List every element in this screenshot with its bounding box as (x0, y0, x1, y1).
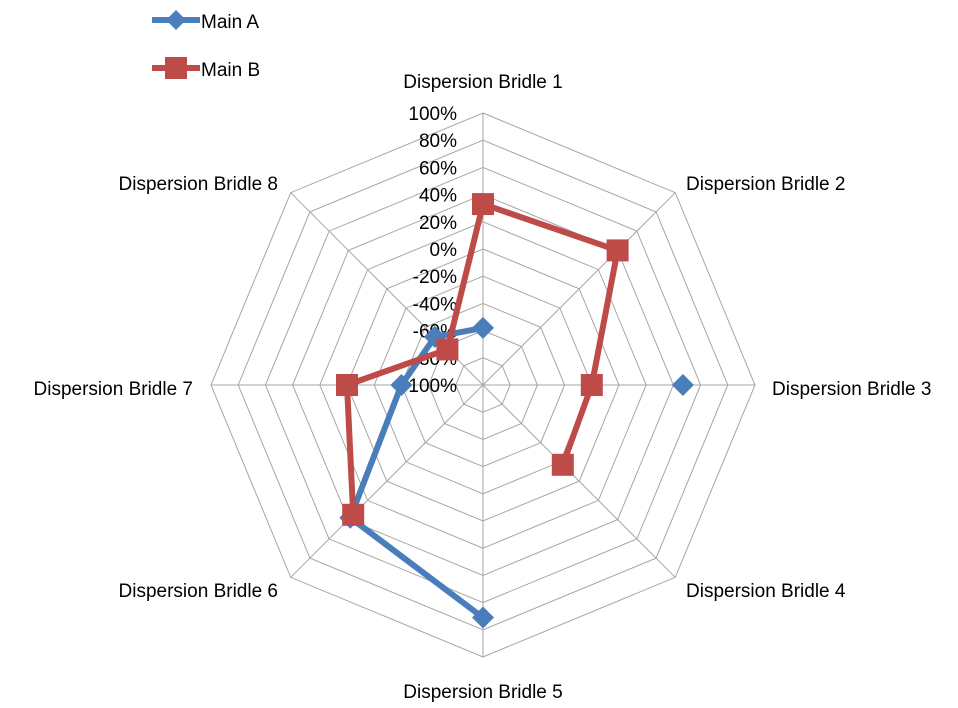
series-line (483, 204, 618, 250)
category-label: Dispersion Bridle 2 (686, 174, 845, 195)
radial-tick-label: 40% (419, 186, 457, 207)
legend-marker (165, 57, 187, 79)
radar-spoke (483, 193, 675, 385)
radial-tick-label: 20% (419, 213, 457, 234)
data-point (336, 374, 358, 396)
category-label: Dispersion Bridle 5 (403, 682, 562, 703)
category-label: Dispersion Bridle 1 (403, 72, 562, 93)
legend-marker (166, 10, 186, 30)
data-point (581, 374, 603, 396)
series-line (592, 250, 618, 385)
series-line (563, 385, 592, 465)
legend: Main A Main B (152, 10, 260, 81)
category-label: Dispersion Bridle 3 (772, 379, 931, 400)
category-label: Dispersion Bridle 8 (119, 174, 278, 195)
legend-label: Main A (201, 12, 259, 33)
data-point (342, 504, 364, 526)
series-main-b (336, 193, 629, 526)
series-line (350, 385, 401, 518)
category-label: Dispersion Bridle 6 (119, 581, 278, 602)
radial-tick-label: 0% (430, 240, 458, 261)
radial-tick-label: 80% (419, 131, 457, 152)
radial-tick-label: 60% (419, 158, 457, 179)
data-point (472, 317, 494, 339)
series-layer (336, 193, 694, 628)
radial-tick-label: -20% (413, 267, 457, 288)
series-main-a (339, 317, 694, 629)
legend-label: Main B (201, 60, 260, 81)
data-point (472, 193, 494, 215)
radial-tick-label: -40% (413, 294, 457, 315)
category-label: Dispersion Bridle 4 (686, 581, 846, 602)
radial-tick-label: 100% (408, 104, 457, 125)
category-label: Dispersion Bridle 7 (34, 379, 193, 400)
data-point (552, 454, 574, 476)
data-point (672, 374, 694, 396)
data-point (607, 239, 629, 261)
series-line (347, 385, 353, 515)
data-point (436, 338, 458, 360)
